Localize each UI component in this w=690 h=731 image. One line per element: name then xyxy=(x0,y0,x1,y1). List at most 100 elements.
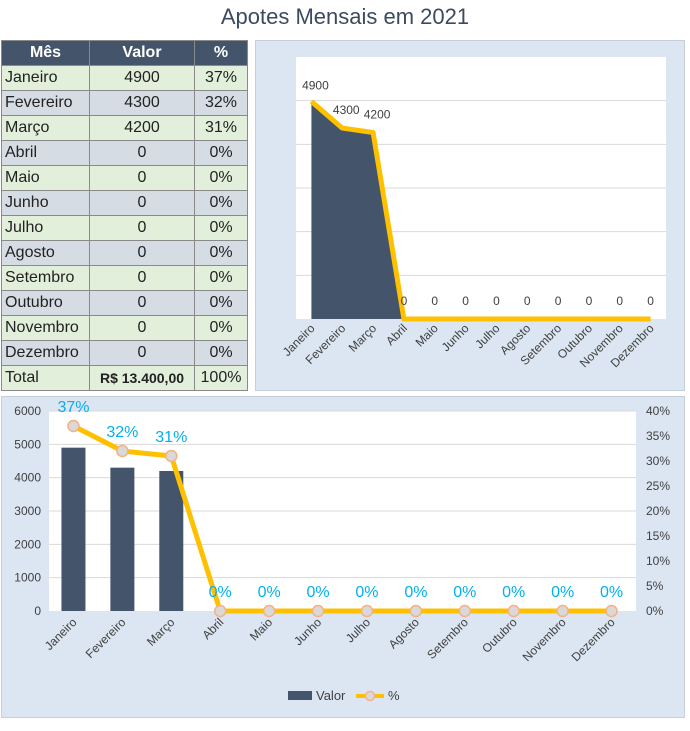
table-row: Junho 0 0% xyxy=(1,190,248,216)
data-table: Mês Valor % Janeiro 4900 37% Fevereiro 4300 3… xyxy=(1,40,248,391)
pct-data-label: 0% xyxy=(209,584,232,601)
cell-month: Setembro xyxy=(1,265,90,291)
y-tick-label: 5000 xyxy=(14,437,41,451)
cell-percent: 31% xyxy=(194,115,248,141)
data-label: 0 xyxy=(401,294,408,308)
cell-month: Novembro xyxy=(1,315,90,341)
cell-percent: 0% xyxy=(194,340,248,366)
cell-percent: 0% xyxy=(194,165,248,191)
cell-value: 0 xyxy=(89,140,195,166)
legend-label-valor: Valor xyxy=(316,688,346,703)
cell-percent: 0% xyxy=(194,265,248,291)
data-label: 0 xyxy=(493,294,500,308)
cell-value: 4300 xyxy=(89,90,195,116)
area-series xyxy=(311,101,651,319)
legend-marker-pct xyxy=(364,690,376,702)
y2-tick-label: 15% xyxy=(646,529,670,543)
data-label: 4200 xyxy=(364,108,391,122)
x-tick-label: Agosto xyxy=(386,615,423,652)
combo-chart: 0 1000 2000 3000 4000 5000 6000 0% 5% 10% 15% 20% 25… xyxy=(14,399,670,703)
x-tick-label: Novembro xyxy=(520,615,569,664)
area-chart-panel: 4900 4300 4200 0 0 0 0 0 0 0 0 0 Janeiro Fevereiro Mar… xyxy=(255,40,685,391)
line-marker xyxy=(507,604,520,618)
cell-value: 0 xyxy=(89,240,195,266)
line-marker xyxy=(556,604,569,618)
x-tick-label: Março xyxy=(144,615,178,649)
combo-chart-panel: 0 1000 2000 3000 4000 5000 6000 0% 5% 10% 15% 20% 25… xyxy=(1,396,685,718)
data-label: 0 xyxy=(616,294,623,308)
cell-month: Junho xyxy=(1,190,90,216)
cell-value: 0 xyxy=(89,215,195,241)
bar xyxy=(61,447,86,611)
cell-value: 0 xyxy=(89,265,195,291)
cell-month: Maio xyxy=(1,165,90,191)
total-value: R$ 13.400,00 xyxy=(89,365,195,391)
cell-month: Fevereiro xyxy=(1,90,90,116)
y-tick-label: 2000 xyxy=(14,537,41,551)
x-tick-label: Julho xyxy=(343,615,373,645)
legend-swatch-valor xyxy=(288,691,312,700)
y2-tick-label: 30% xyxy=(646,454,670,468)
legend-label-pct: % xyxy=(388,688,400,703)
x-tick-label: Fevereiro xyxy=(83,615,129,661)
total-percent: 100% xyxy=(194,365,248,391)
cell-value: 0 xyxy=(89,315,195,341)
data-label: 0 xyxy=(524,294,531,308)
data-label: 0 xyxy=(647,294,654,308)
data-label: 0 xyxy=(555,294,562,308)
table-row: Setembro 0 0% xyxy=(1,265,248,291)
pct-data-label: 37% xyxy=(57,399,89,416)
line-marker xyxy=(165,449,178,463)
table-row: Agosto 0 0% xyxy=(1,240,248,266)
cell-month: Outubro xyxy=(1,290,90,316)
line-marker xyxy=(262,604,276,618)
y2-tick-label: 10% xyxy=(646,554,670,568)
data-label: 0 xyxy=(462,294,469,308)
cell-value: 0 xyxy=(89,340,195,366)
cell-value: 0 xyxy=(89,190,195,216)
total-label: Total xyxy=(1,365,90,391)
line-series xyxy=(72,423,612,614)
line-marker xyxy=(409,604,423,618)
table-row: Março 4200 31% xyxy=(1,115,248,141)
bar xyxy=(110,467,135,611)
table-row: Abril 0 0% xyxy=(1,140,248,166)
header-pct: % xyxy=(194,40,248,66)
line-marker xyxy=(67,419,80,433)
table-total-row: Total R$ 13.400,00 100% xyxy=(1,365,248,391)
y2-tick-label: 35% xyxy=(646,429,670,443)
cell-value: 0 xyxy=(89,165,195,191)
line-marker xyxy=(213,604,227,618)
cell-percent: 0% xyxy=(194,190,248,216)
line-series xyxy=(309,99,651,322)
cell-month: Dezembro xyxy=(1,340,90,366)
cell-value: 0 xyxy=(89,290,195,316)
line-marker xyxy=(311,604,325,618)
table-row: Maio 0 0% xyxy=(1,165,248,191)
cell-month: Agosto xyxy=(1,240,90,266)
y2-tick-label: 5% xyxy=(646,579,664,593)
table-row: Novembro 0 0% xyxy=(1,315,248,341)
pct-data-label: 0% xyxy=(404,584,427,601)
data-label: 4300 xyxy=(333,103,360,117)
y2-tick-label: 20% xyxy=(646,504,670,518)
y-tick-label: 4000 xyxy=(14,471,41,485)
pct-data-label: 0% xyxy=(600,584,623,601)
y-tick-label: 1000 xyxy=(14,571,41,585)
x-tick-label: Dezembro xyxy=(569,615,618,664)
y2-tick-label: 25% xyxy=(646,479,670,493)
header-mes: Mês xyxy=(1,40,90,66)
x-tick-label: Maio xyxy=(247,615,276,644)
x-tick-label: Janeiro xyxy=(42,615,80,653)
table-row: Dezembro 0 0% xyxy=(1,340,248,366)
cell-value: 4200 xyxy=(89,115,195,141)
cell-percent: 0% xyxy=(194,215,248,241)
cell-percent: 0% xyxy=(194,290,248,316)
x-tick-label: Abril xyxy=(199,615,226,642)
x-tick-label: Maio xyxy=(413,321,442,350)
data-label: 0 xyxy=(431,294,438,308)
bar xyxy=(159,471,184,611)
table-header-row: Mês Valor % xyxy=(1,40,248,66)
x-tick-label: Outubro xyxy=(479,615,520,656)
